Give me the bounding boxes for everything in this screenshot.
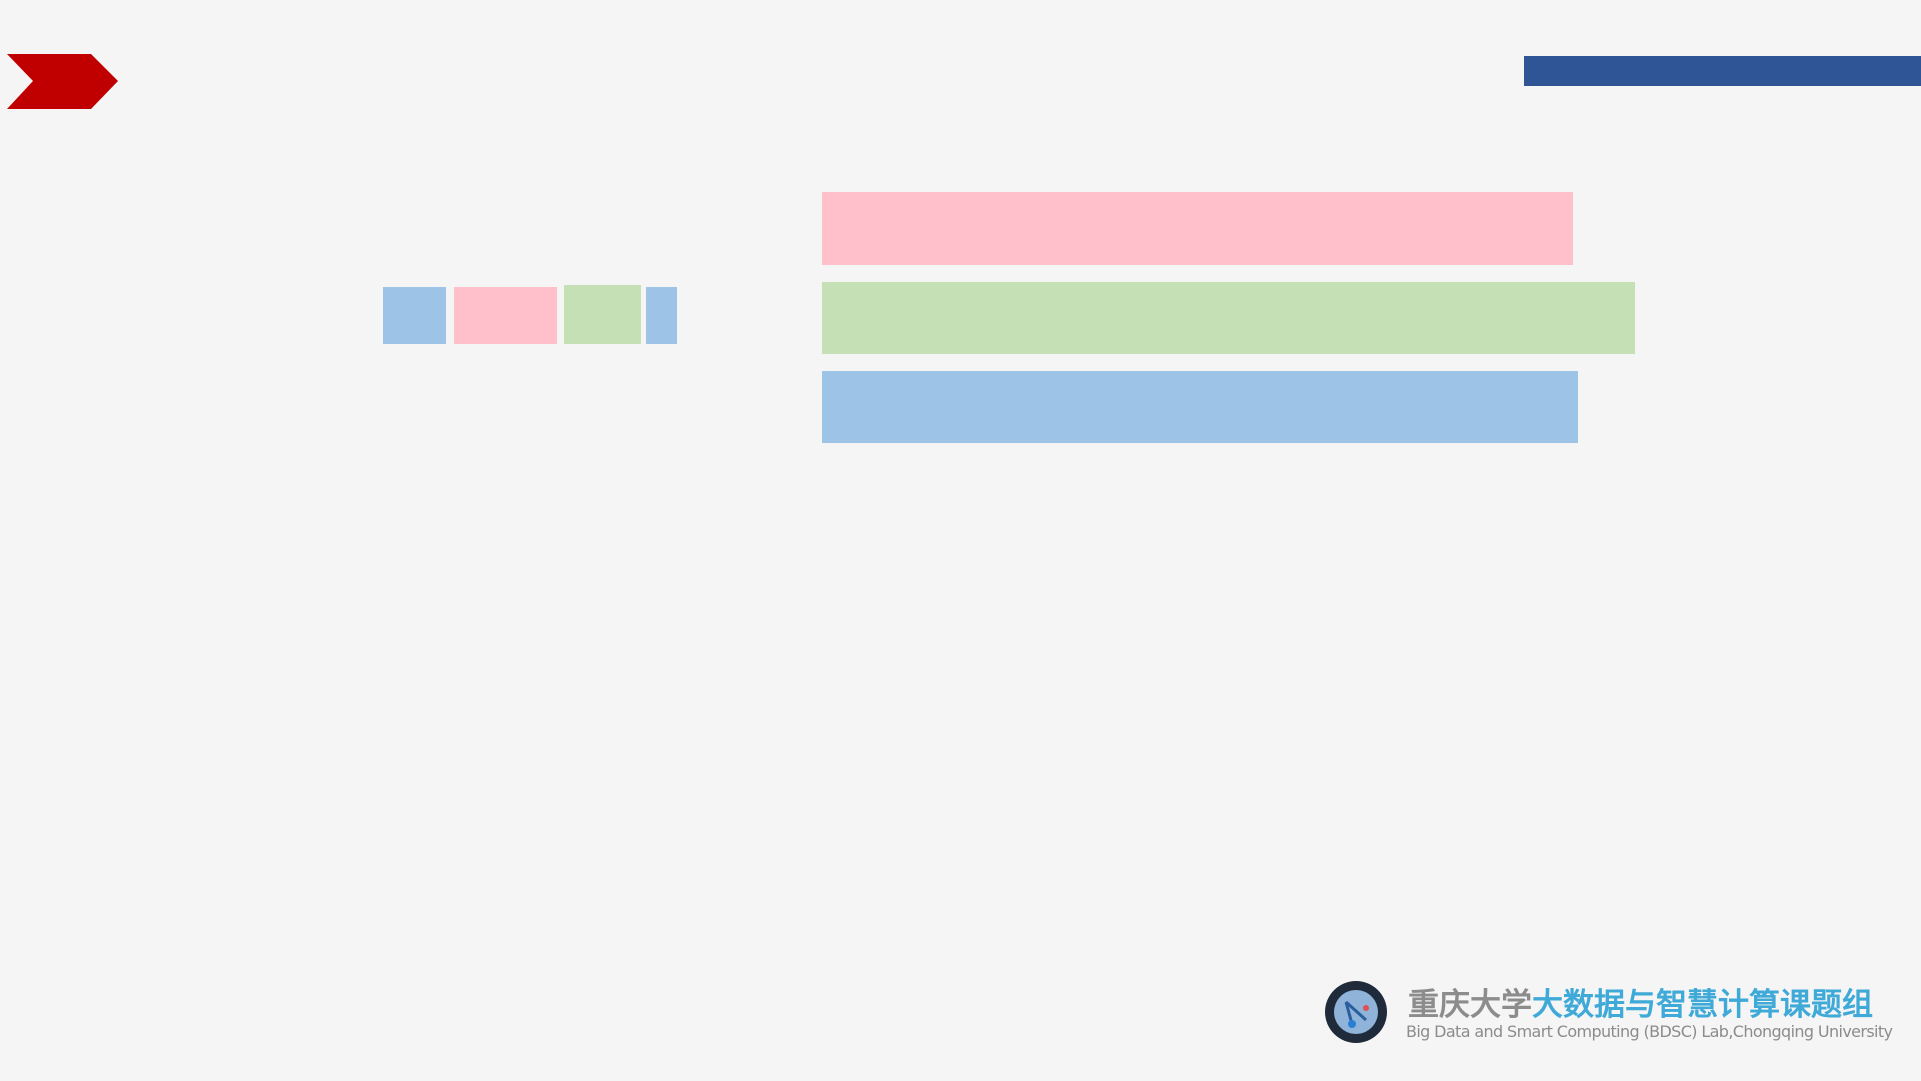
chevron (7, 54, 118, 109)
lab-name-group: 大数据与智慧计算课题组 (1532, 987, 1873, 1023)
footer-lab-name: 重庆大学大数据与智慧计算课题组 (1408, 987, 1873, 1023)
small-block (454, 287, 557, 344)
wide-block (822, 371, 1578, 443)
wide-block (822, 192, 1573, 265)
small-block (564, 285, 641, 344)
small-block (646, 287, 677, 344)
lab-logo (1325, 981, 1387, 1043)
footer-lab-english: Big Data and Smart Computing (BDSC) Lab,… (1406, 1022, 1893, 1041)
lab-name-university: 重庆大学 (1408, 987, 1532, 1023)
small-block (383, 287, 446, 344)
header-bar (1524, 56, 1921, 86)
wide-block (822, 282, 1635, 354)
